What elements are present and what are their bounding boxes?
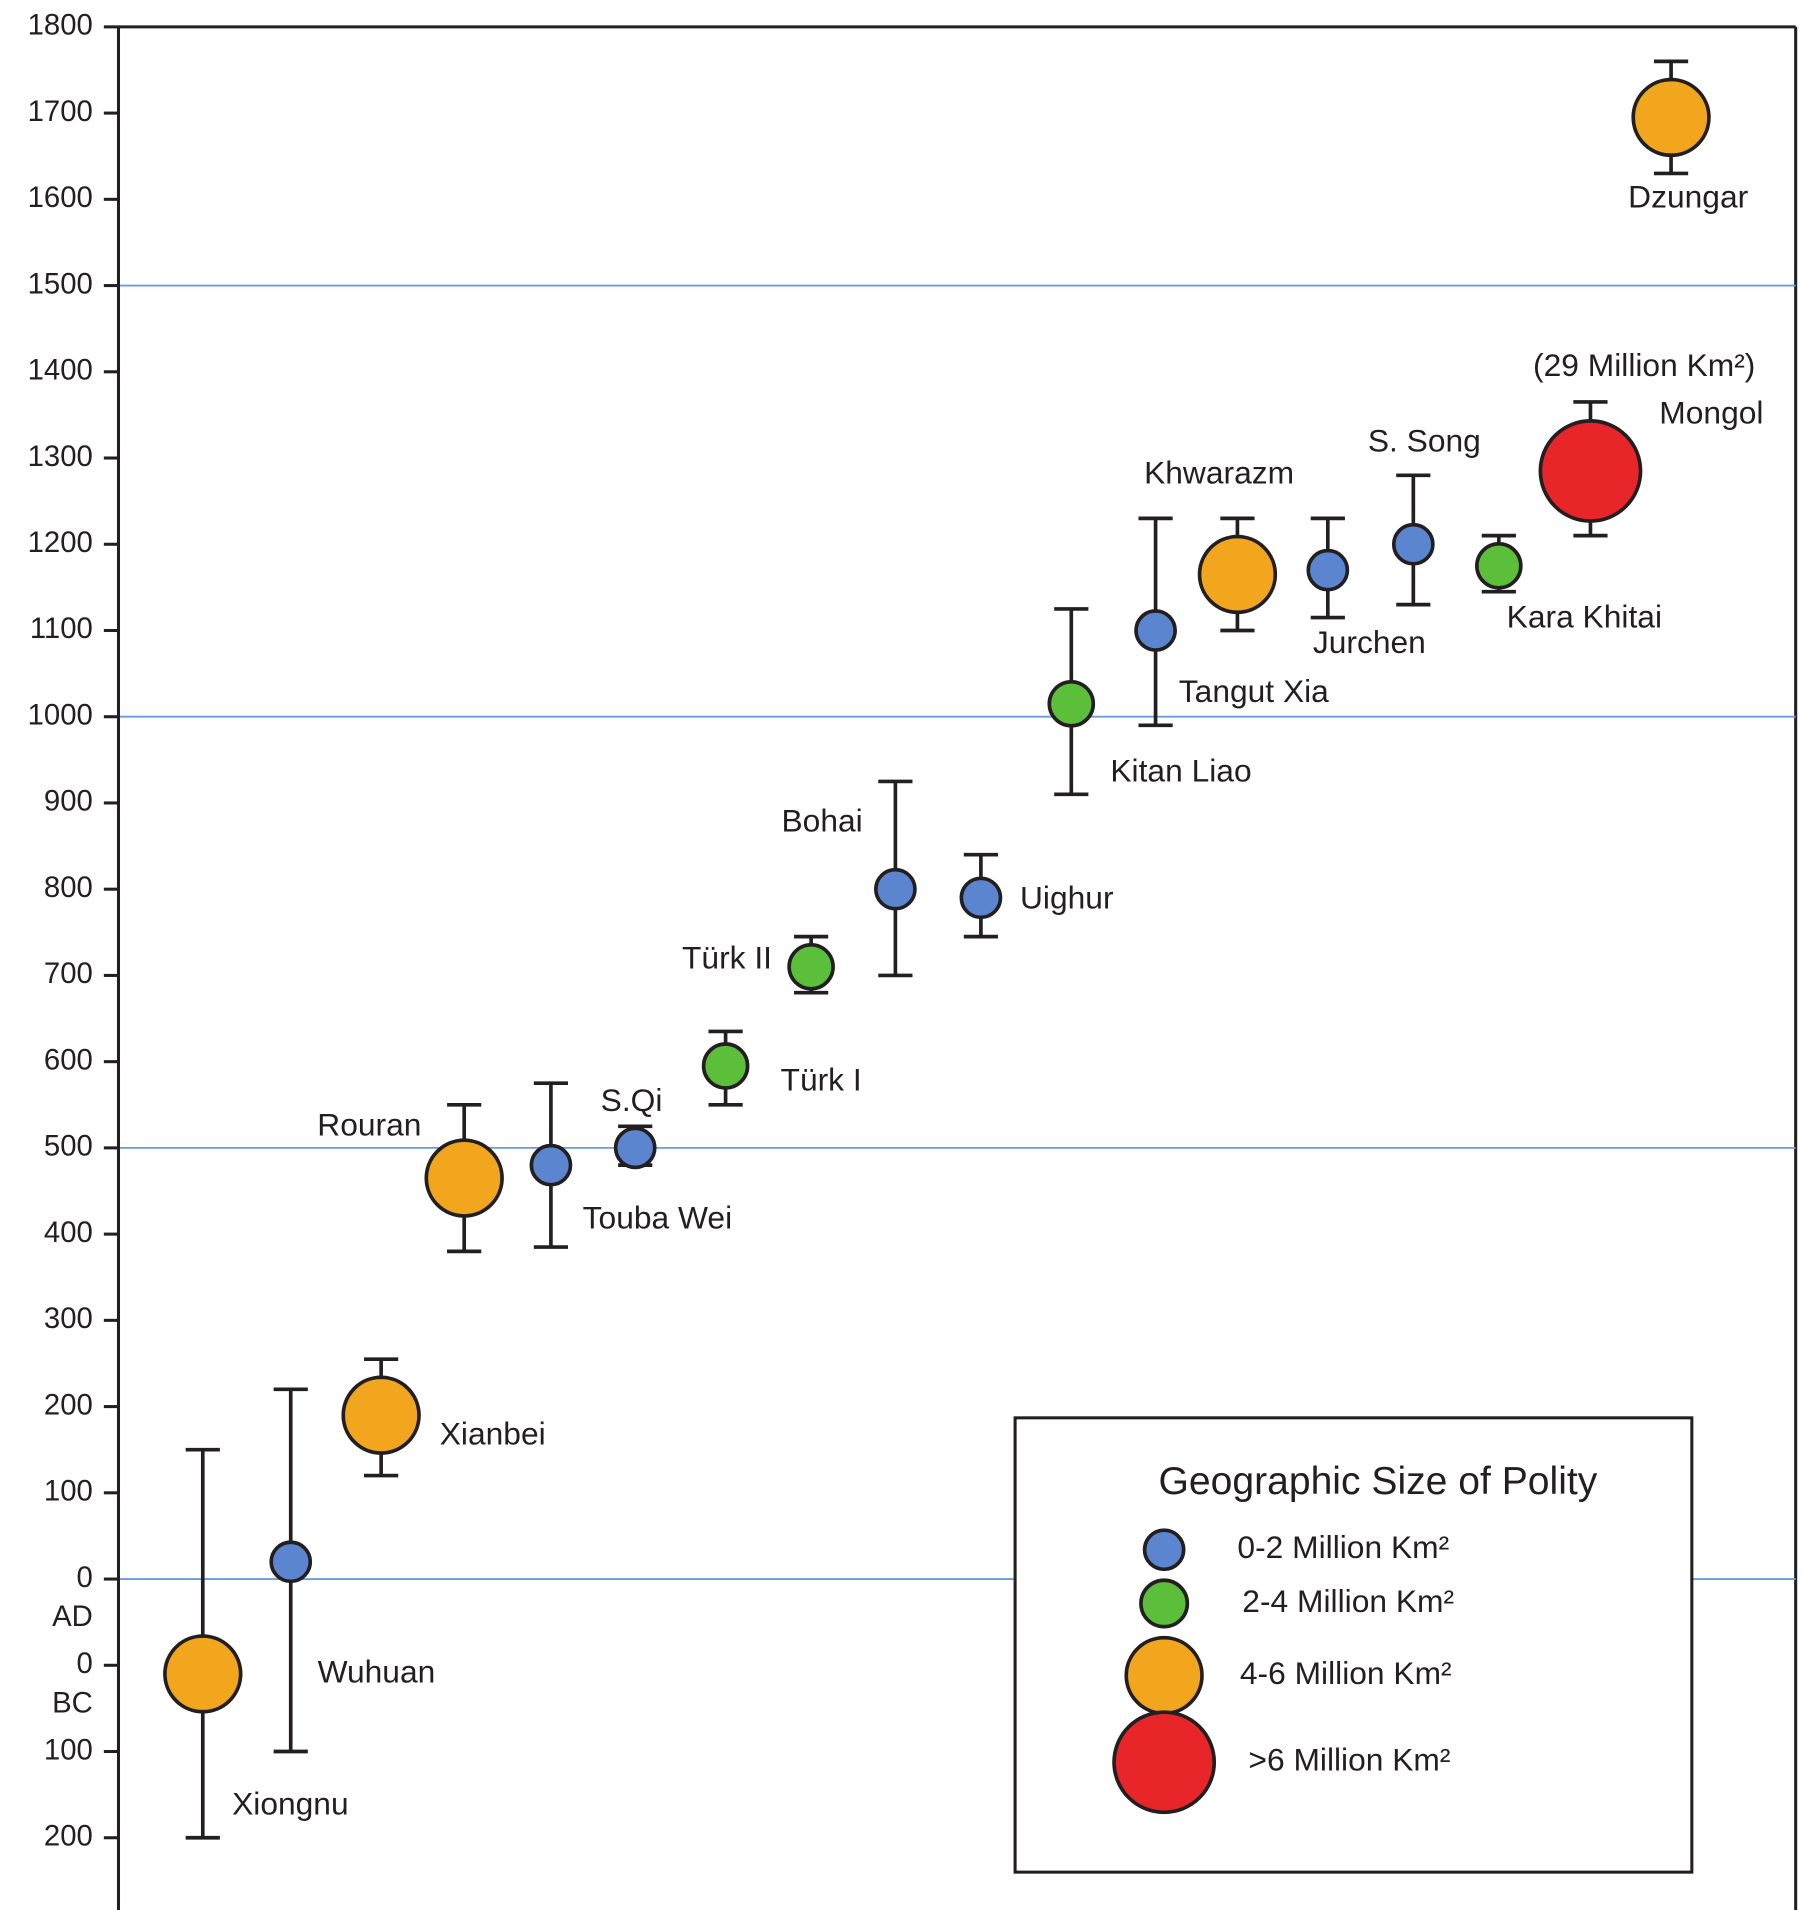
point: [1391, 522, 1435, 566]
y-tick-label: 100: [44, 1475, 93, 1508]
point-label: Dzungar: [1628, 178, 1748, 214]
y-tick-label: 1600: [28, 181, 93, 214]
point: [269, 1540, 313, 1584]
point: [1306, 548, 1350, 592]
point-label: Uighur: [1020, 879, 1114, 915]
legend-label: >6 Million Km²: [1248, 1742, 1450, 1778]
y-tick-label: 800: [44, 871, 93, 904]
legend-swatch: [1112, 1710, 1217, 1815]
point-label: Xianbei: [440, 1416, 546, 1452]
point: [1197, 534, 1278, 615]
point-label: Tangut Xia: [1179, 673, 1329, 709]
y-tick-label: 1000: [28, 698, 93, 731]
legend-label: 2-4 Million Km²: [1242, 1583, 1454, 1619]
point-label: Wuhuan: [318, 1654, 436, 1690]
point: [874, 867, 917, 911]
point-label: S. Song: [1368, 423, 1481, 459]
y-tick-label: 1700: [28, 95, 93, 128]
era-label: BC: [52, 1687, 93, 1720]
legend: 0-2 Million Km² 2-4 Million Km² 4-6 Millio…: [1112, 1528, 1454, 1815]
y-tick-label: 500: [44, 1130, 93, 1163]
point: [613, 1126, 657, 1170]
y-tick-label: 300: [44, 1906, 93, 1910]
point-label: Touba Wei: [583, 1199, 732, 1235]
point-label: Türk II: [682, 939, 772, 975]
legend-swatch: [1139, 1578, 1190, 1629]
annotation: (29 Million Km²): [1533, 347, 1755, 383]
point-label: Kara Khitai: [1507, 599, 1662, 635]
legend-label: 0-2 Million Km²: [1237, 1529, 1449, 1565]
y-tick-label: 200: [44, 1819, 93, 1852]
y-tick-label: 600: [44, 1043, 93, 1076]
point: [1538, 419, 1643, 523]
point: [163, 1634, 243, 1714]
point-label: Jurchen: [1313, 624, 1426, 660]
y-tick-label: 700: [44, 957, 93, 990]
point: [341, 1375, 421, 1455]
point-label: Khwarazm: [1144, 454, 1294, 490]
point: [424, 1138, 504, 1218]
point-label: Türk I: [781, 1061, 862, 1097]
y-tick-label: 300: [44, 1302, 93, 1335]
y-tick-label: 1300: [28, 440, 93, 473]
point: [1631, 77, 1711, 158]
point: [1134, 609, 1177, 652]
y-tick-label: 900: [44, 785, 93, 818]
point-label: S.Qi: [601, 1082, 663, 1118]
legend-title: Geographic Size of Polity: [1158, 1460, 1597, 1503]
y-tick-label: 100: [44, 1733, 93, 1766]
legend-swatch: [1124, 1635, 1204, 1716]
y-tick-label: 0: [77, 1561, 93, 1594]
point: [787, 942, 835, 991]
point: [529, 1143, 573, 1187]
point: [1047, 679, 1096, 728]
point-label: Xiongnu: [232, 1786, 349, 1822]
point-label: Rouran: [317, 1107, 421, 1143]
y-tick-label: 1200: [28, 526, 93, 559]
y-tick-label: 1400: [28, 354, 93, 387]
legend-swatch: [1142, 1528, 1186, 1572]
legend-label: 4-6 Million Km²: [1240, 1655, 1452, 1691]
point-label: Mongol: [1659, 395, 1763, 431]
era-label: AD: [52, 1600, 93, 1633]
marks: Xiongnu Wuhuan Xianbei Rouran Touba Wei S.Qi T…: [163, 59, 1763, 1840]
y-tick-label: 1100: [30, 612, 93, 645]
point-label: Kitan Liao: [1110, 752, 1251, 788]
point-label: Bohai: [781, 803, 862, 839]
point: [1475, 542, 1523, 590]
y-tick-label: 200: [44, 1388, 93, 1421]
y-tick-label: 1800: [28, 9, 93, 42]
y-tick-label: 400: [44, 1216, 93, 1249]
y-tick-label: 0: [77, 1647, 93, 1680]
point: [959, 876, 1003, 920]
y-tick-label: 1500: [28, 267, 93, 300]
point: [701, 1042, 750, 1090]
grid: 0100200300400500600700800900100011001200…: [28, 9, 1796, 1910]
